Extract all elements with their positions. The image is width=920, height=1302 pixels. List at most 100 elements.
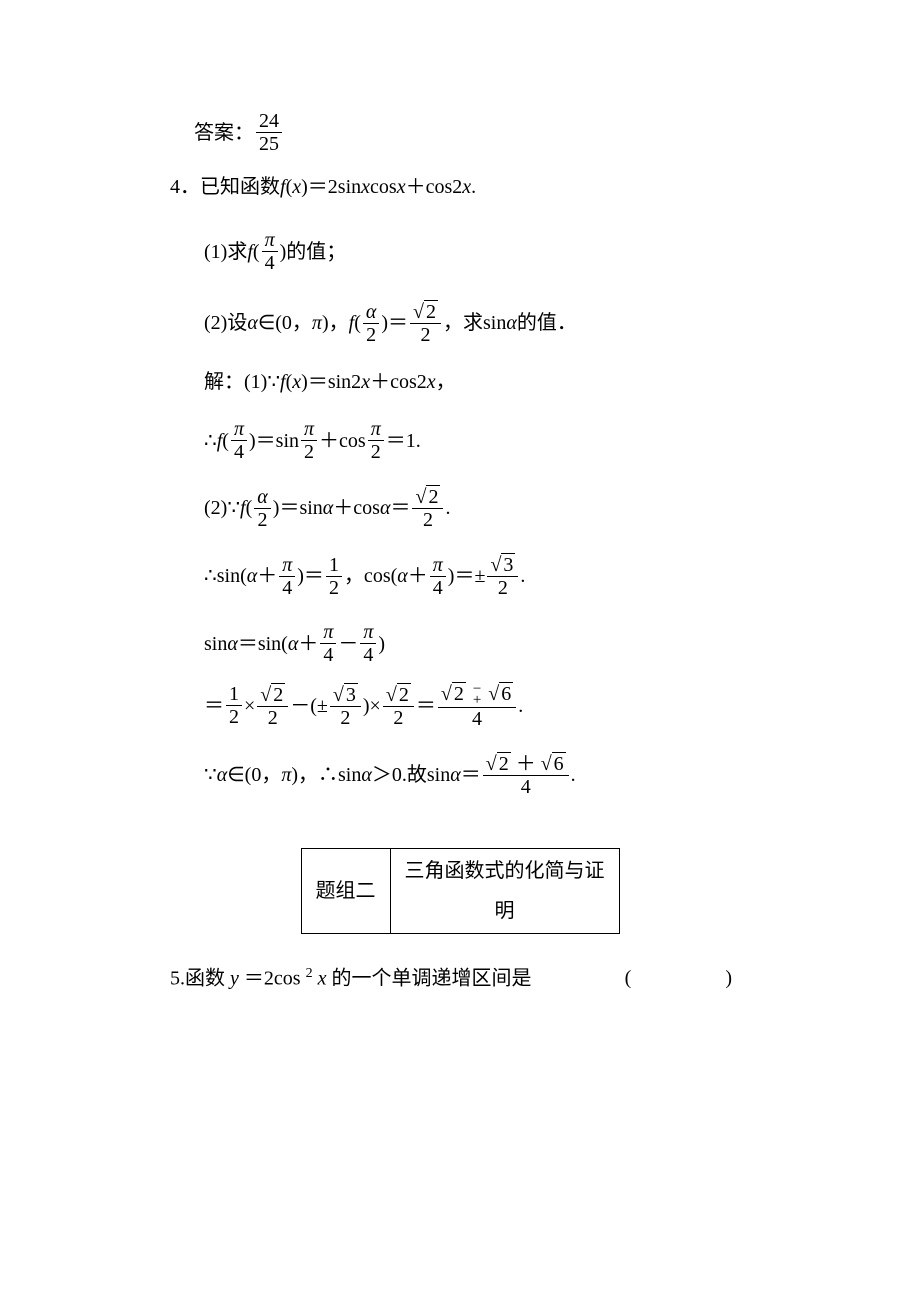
two: 2 xyxy=(418,324,434,346)
alpha: α xyxy=(397,562,408,590)
q4-sol1: 解： (1)∵ f ( x ) ＝sin2 x ＋cos2 x ， xyxy=(170,368,750,396)
period: . xyxy=(445,494,450,522)
two: 2 xyxy=(452,682,466,705)
eq: ＝ xyxy=(388,309,408,337)
alpha: α xyxy=(450,761,461,789)
answer-blank: ( ) xyxy=(625,964,750,992)
sol-label: 解： xyxy=(204,368,244,396)
two: 2 xyxy=(363,324,379,346)
one-half: 1 2 xyxy=(226,683,242,728)
answer-label: 答案： xyxy=(194,119,254,147)
two: 2 xyxy=(265,707,281,729)
table-text: 明 xyxy=(405,897,605,925)
sol1e-text: ＋cos xyxy=(319,427,366,455)
x-var: x xyxy=(292,173,301,201)
rparen: ) xyxy=(280,238,287,266)
q4-part1: (1)求 f ( π 4 ) 的值； xyxy=(170,229,750,274)
two: 2 xyxy=(497,752,511,775)
answer-line: 答案： 24 25 xyxy=(170,110,750,155)
part2-label: (2)设 xyxy=(204,309,247,337)
sol1e-text: ＝1. xyxy=(386,427,421,455)
plus: ＋ xyxy=(516,753,536,775)
q4-final: ∵ α ∈(0， π )，∴sin α ＞0.故sin α ＝ √2 ＋ √6 … xyxy=(170,752,750,798)
q5-left: 5.函数 y ＝2cos 2 x 的一个单调递增区间是 xyxy=(170,964,531,993)
sqrt2-over-2: √2 2 xyxy=(383,683,414,729)
eq-pm: )＝± xyxy=(448,562,486,590)
final-text: ∈(0， xyxy=(227,761,281,789)
minus-plus-icon: −+ xyxy=(473,684,481,707)
final-text: ＞0.故sin xyxy=(372,761,450,789)
pi: π xyxy=(371,418,381,440)
alpha: α xyxy=(227,630,238,658)
two: 2 xyxy=(424,300,438,323)
pi-over-2: π 2 xyxy=(368,418,384,463)
x-var: x xyxy=(361,173,370,201)
q5-stem: 5.函数 y ＝2cos 2 x 的一个单调递增区间是 ( ) xyxy=(170,964,750,993)
sqrt3-over-2: √3 2 xyxy=(487,553,518,599)
period: . xyxy=(471,173,476,201)
y-var: y xyxy=(230,967,239,989)
four: 4 xyxy=(231,441,247,463)
pi: π xyxy=(323,621,333,643)
table-text: 三角函数式的化简与证 xyxy=(405,857,605,885)
rparen: ) xyxy=(378,630,385,658)
three: 3 xyxy=(344,683,358,706)
pi-over-4: π 4 xyxy=(430,554,446,599)
pi-over-4: π 4 xyxy=(360,621,376,666)
result-frac: √2 −+ √6 4 xyxy=(438,682,516,730)
q4-text: ＝2sin xyxy=(308,173,361,201)
pi: π xyxy=(282,554,292,576)
two: 2 xyxy=(397,683,411,706)
group-table: 题组二 三角函数式的化简与证 明 xyxy=(301,848,620,934)
period: . xyxy=(518,692,523,720)
sqrt2-over-2: √2 2 xyxy=(257,683,288,729)
four: 4 xyxy=(518,776,534,798)
plus: ＋ xyxy=(408,562,428,590)
lparen: ( xyxy=(246,494,253,522)
pi: π xyxy=(363,621,373,643)
squared: 2 xyxy=(306,966,313,981)
sol1-text: ＝sin2 xyxy=(308,368,361,396)
sqrt3-over-2: √3 2 xyxy=(330,683,361,729)
table-cell-left: 题组二 xyxy=(301,848,390,933)
four: 4 xyxy=(320,644,336,666)
eq: ＝ xyxy=(416,692,436,720)
q4-text: 4．已知函数 xyxy=(170,173,280,201)
four: 4 xyxy=(360,644,376,666)
q4-sinexp: sin α ＝sin( α ＋ π 4 － π 4 ) xyxy=(170,621,750,666)
pi: π xyxy=(433,554,443,576)
pi-over-4: π 4 xyxy=(231,418,247,463)
two: 2 xyxy=(301,441,317,463)
x-var: x xyxy=(361,368,370,396)
one-half: 1 2 xyxy=(326,554,342,599)
part1-label: (1)求 xyxy=(204,238,247,266)
pi: π xyxy=(265,229,275,251)
final-frac: √2 ＋ √6 4 xyxy=(483,752,569,798)
sol1-text: ， xyxy=(436,368,456,396)
part2-text: ∈(0， xyxy=(258,309,312,337)
four: 4 xyxy=(430,577,446,599)
alpha: α xyxy=(506,309,517,337)
one: 1 xyxy=(226,683,242,706)
sol2-text: (2)∵ xyxy=(204,494,240,522)
x-var: x xyxy=(292,368,301,396)
alpha: α xyxy=(247,562,258,590)
alpha-over-2: α 2 xyxy=(363,301,380,346)
alpha: α xyxy=(323,494,334,522)
part1-text: 的值； xyxy=(286,238,346,266)
one: 1 xyxy=(326,554,342,577)
cos-text: ，cos( xyxy=(344,562,397,590)
sol1-text: (1)∵ xyxy=(244,368,280,396)
four: 4 xyxy=(279,577,295,599)
plus: ＋ xyxy=(257,562,277,590)
plus: ＋ xyxy=(298,630,318,658)
alpha: α xyxy=(380,494,391,522)
q5-text: ＝2cos xyxy=(244,967,301,989)
four: 4 xyxy=(469,708,485,730)
rparen: ) xyxy=(381,309,388,337)
alpha: α xyxy=(257,486,268,508)
because: ∵ xyxy=(204,761,217,789)
two: 2 xyxy=(255,509,271,531)
part2-text: ，求sin xyxy=(443,309,506,337)
pi-over-4: π 4 xyxy=(262,229,278,274)
